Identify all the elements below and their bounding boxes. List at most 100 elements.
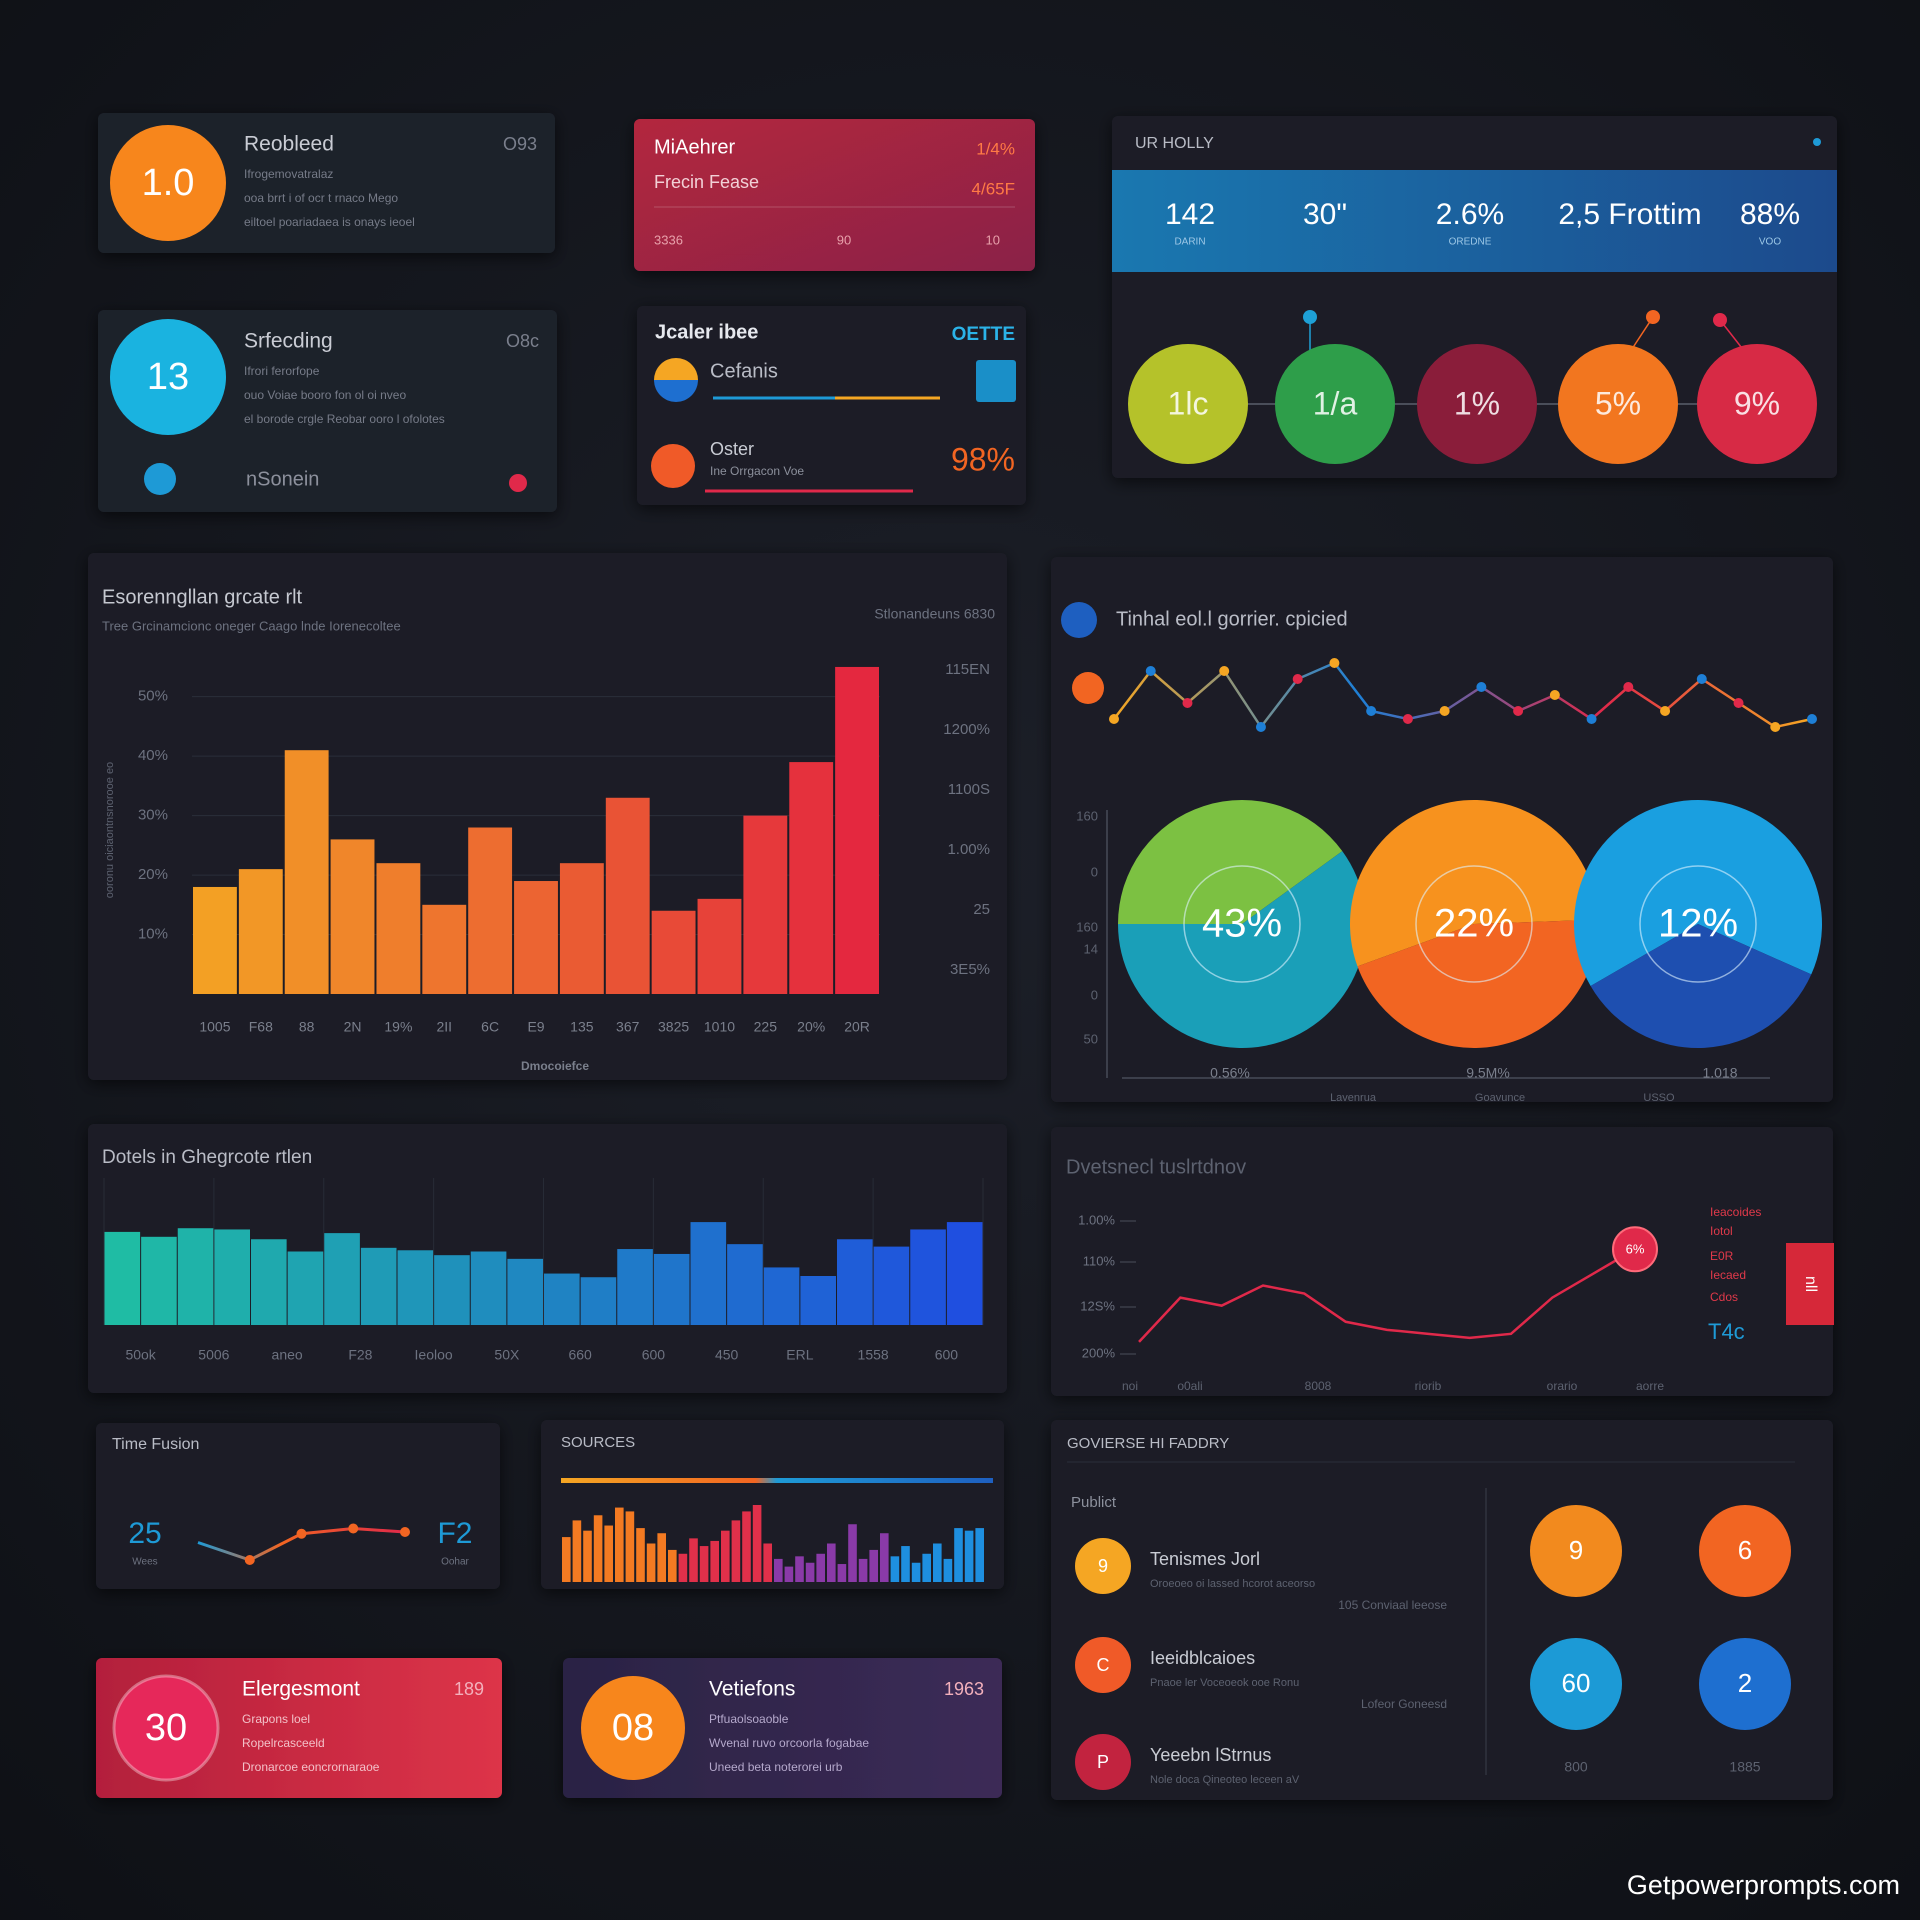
card-subtitle: Frecin Fease <box>654 172 759 192</box>
legend-text: Ieacoides <box>1710 1205 1761 1219</box>
panel <box>1051 1127 1833 1396</box>
right-label: 3E5% <box>950 961 990 978</box>
bar <box>572 1520 582 1582</box>
item-title: Cefanis <box>710 360 778 382</box>
bar <box>562 1537 571 1582</box>
chart-title: Tinhal eol.l gorrier. cpicied <box>1116 608 1348 630</box>
bar <box>636 1528 645 1582</box>
x-tick-label: 5006 <box>198 1347 229 1363</box>
bar <box>869 1549 878 1582</box>
stat-value: 142 <box>1165 198 1215 231</box>
item-icon <box>1075 1734 1131 1790</box>
card-line: eiltoel poariadaea is onays ieoel <box>244 215 415 229</box>
x-sublabel: Lavenrua <box>1330 1092 1377 1104</box>
highlight: T4c <box>1708 1319 1745 1344</box>
bar <box>360 1247 397 1325</box>
card-title: UR HOLLY <box>1135 135 1214 152</box>
badge <box>1699 1505 1791 1597</box>
x-tick-label: 600 <box>935 1347 959 1363</box>
icon <box>1072 672 1104 704</box>
line-point <box>1439 706 1450 716</box>
x-axis-label: Dmocoiefce <box>521 1059 589 1073</box>
card-corner: 4/65F <box>972 179 1015 198</box>
x-tick-label: 2II <box>436 1019 452 1035</box>
x-label: orario <box>1547 1379 1578 1393</box>
card-line: Wvenal ruvo orcoorla fogabae <box>709 1736 869 1750</box>
bar <box>376 863 421 994</box>
bar <box>743 815 788 994</box>
badge-value: 60 <box>1562 1668 1591 1698</box>
x-label: 1.018 <box>1702 1065 1737 1081</box>
line-point <box>1696 674 1707 684</box>
badge-value: 30 <box>145 1707 187 1749</box>
bar <box>731 1520 741 1582</box>
x-label: riorib <box>1415 1379 1442 1393</box>
bar <box>946 1222 983 1325</box>
y-label: 12S% <box>1080 1298 1115 1313</box>
bar <box>617 1249 653 1325</box>
x-tick-label: 660 <box>568 1347 592 1363</box>
line-point <box>1623 682 1634 692</box>
y-label: 1.00% <box>1078 1212 1115 1227</box>
badge <box>112 1674 220 1782</box>
bar <box>873 1246 910 1325</box>
stat-value: 2,5 Frottim <box>1558 198 1701 231</box>
x-label: o0ali <box>1177 1379 1202 1393</box>
line-point <box>296 1528 307 1539</box>
bar <box>943 1558 953 1582</box>
x-tick-label: Ieoloo <box>415 1347 453 1363</box>
y-label: 160 <box>1076 808 1098 823</box>
y-label: 0 <box>1091 864 1098 879</box>
item-icon <box>1075 1538 1131 1594</box>
x-tick-label: 50X <box>494 1347 520 1363</box>
badge <box>581 1676 685 1780</box>
card-line: Ifrogemovatralaz <box>244 167 333 181</box>
connector-dot <box>1713 313 1727 327</box>
bar <box>104 1231 141 1325</box>
x-tick-label: 3825 <box>658 1019 689 1035</box>
kpi-value: 1/a <box>1313 385 1358 421</box>
item-sub: Oroeoeo oi lassed hcorot aceorso <box>1150 1578 1315 1590</box>
line-point <box>1549 690 1560 700</box>
end-marker <box>1612 1226 1658 1273</box>
badge <box>1699 1638 1791 1730</box>
card-line: Grapons loel <box>242 1712 310 1726</box>
card-line: ouo Voiae booro fon ol oi nveo <box>244 388 406 402</box>
bar <box>657 1533 666 1582</box>
stat-value: 88% <box>1740 198 1800 231</box>
card-footer: nSonein <box>246 468 319 490</box>
x-tick-label: 1005 <box>199 1019 230 1035</box>
top-bar <box>561 1478 993 1483</box>
x-tick-label: F28 <box>348 1347 372 1363</box>
card-line: Ptfuaolsoaoble <box>709 1712 789 1726</box>
line-point <box>1366 706 1377 716</box>
y-label: 0 <box>1091 987 1098 1002</box>
badge-value: 1.0 <box>142 162 195 204</box>
kpi-value: F2 <box>437 1517 472 1550</box>
bar <box>330 839 375 994</box>
card-corner: 1963 <box>944 1679 984 1699</box>
stat-value: 30" <box>1303 198 1347 231</box>
bar <box>922 1553 931 1582</box>
bar <box>324 1233 360 1325</box>
panel <box>88 1124 1007 1393</box>
y-tick-label: 10% <box>138 926 168 943</box>
bar <box>238 869 283 994</box>
bar <box>434 1255 470 1325</box>
line-point <box>1660 706 1671 716</box>
badge <box>110 125 226 241</box>
pie-ring <box>1639 865 1757 983</box>
line-point <box>1182 698 1193 708</box>
card-tag: OETTE <box>952 324 1015 345</box>
item-icon-text: C <box>1097 1655 1110 1675</box>
card-corner: 189 <box>454 1679 484 1699</box>
bar <box>763 1267 800 1325</box>
line-point <box>1770 722 1781 732</box>
panel <box>1051 1420 1833 1800</box>
status-dot <box>1813 138 1821 146</box>
item-note: 105 Conviaal leeose <box>1338 1598 1447 1612</box>
badge-value: 6 <box>1738 1535 1752 1565</box>
card-line: Ifrori ferorfope <box>244 364 320 378</box>
line-point <box>1807 714 1817 724</box>
bar <box>975 1528 984 1582</box>
